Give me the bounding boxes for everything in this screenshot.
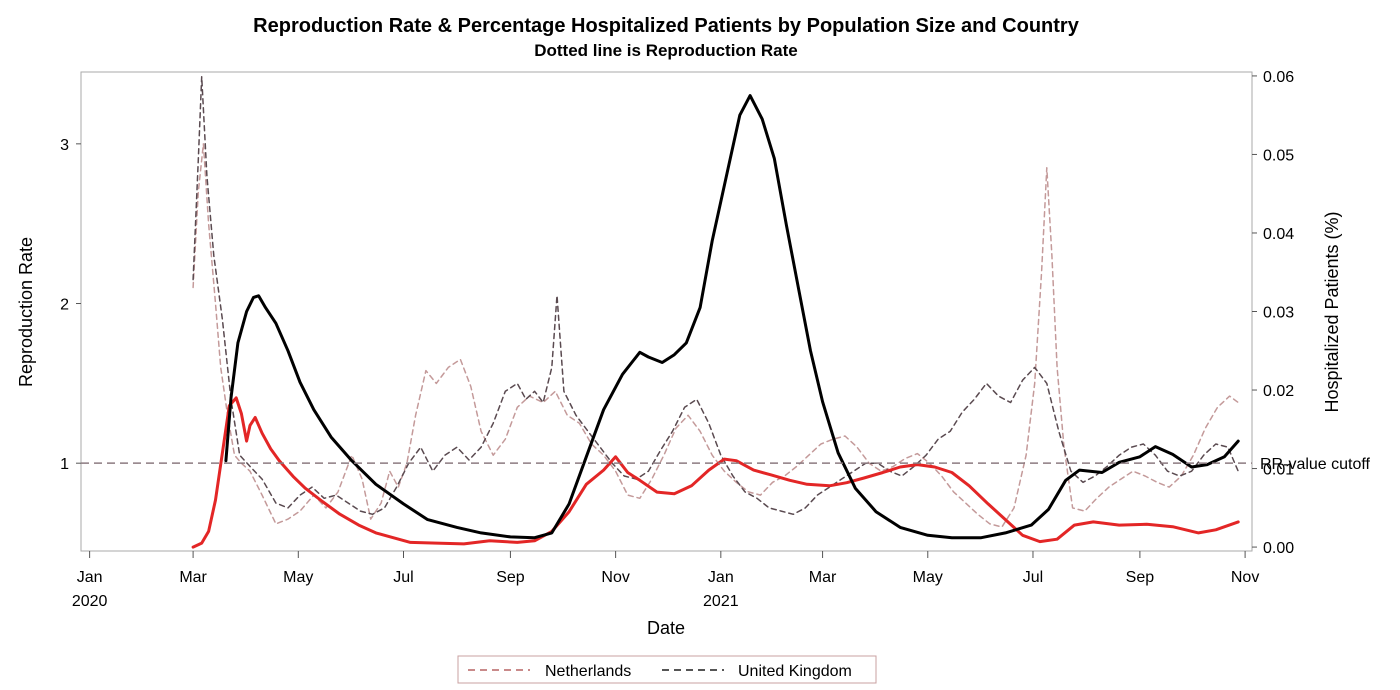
y-axis-right: 0.00 0.01 0.02 0.03 0.04 0.05 0.06 (1252, 69, 1294, 557)
legend-label-united-kingdom: United Kingdom (738, 663, 852, 680)
x-tick-label: Nov (1231, 569, 1259, 586)
x-axis: Jan 2020 Mar May Jul Sep Nov Jan 2021 Mar May Jul Se… (72, 551, 1259, 610)
y-right-tick-label: 0.00 (1263, 540, 1294, 557)
reference-line-label: RR-value cutoff (1260, 456, 1371, 473)
x-tick-year-label: 2021 (703, 593, 739, 610)
series-line-united-kingdom-hospitalized (224, 94, 1240, 540)
y-right-tick-label: 0.02 (1263, 383, 1294, 400)
series-layer (191, 76, 1240, 549)
x-tick-label: Nov (601, 569, 629, 586)
y-right-tick-label: 0.01 (1263, 462, 1294, 479)
legend-label-netherlands: Netherlands (545, 663, 631, 680)
x-tick-label: Sep (1126, 569, 1155, 586)
y-left-tick-label: 2 (60, 297, 69, 314)
x-tick-label: May (283, 569, 313, 586)
y-left-tick-label: 1 (60, 456, 69, 473)
chart-subtitle: Dotted line is Reproduction Rate (534, 41, 798, 60)
y-axis-left-label: Reproduction Rate (16, 237, 36, 387)
series-line-netherlands-reproduction-rate (192, 143, 1239, 528)
x-tick-label: Jul (1023, 569, 1043, 586)
y-axis-right-label: Hospitalized Patients (%) (1322, 211, 1342, 412)
series-line-netherlands-hospitalized (191, 396, 1240, 549)
x-tick-label: May (913, 569, 943, 586)
x-tick-label: Mar (809, 569, 837, 586)
x-tick-label: Jul (393, 569, 413, 586)
x-tick-year-label: 2020 (72, 593, 108, 610)
chart-title: Reproduction Rate & Percentage Hospitali… (253, 15, 1080, 37)
legend: Netherlands United Kingdom (457, 655, 877, 684)
x-tick-label: Mar (179, 569, 207, 586)
series-line-united-kingdom-reproduction-rate (192, 76, 1239, 516)
y-right-tick-label: 0.04 (1263, 226, 1294, 243)
y-right-tick-label: 0.03 (1263, 305, 1294, 322)
y-axis-left: 1 2 3 (60, 137, 81, 473)
y-right-tick-label: 0.05 (1263, 147, 1294, 164)
y-left-tick-label: 3 (60, 137, 69, 154)
x-axis-label: Date (647, 618, 685, 638)
x-tick-label: Sep (496, 569, 525, 586)
x-tick-label: Jan (77, 569, 103, 586)
x-tick-label: Jan (708, 569, 734, 586)
y-right-tick-label: 0.06 (1263, 69, 1294, 86)
